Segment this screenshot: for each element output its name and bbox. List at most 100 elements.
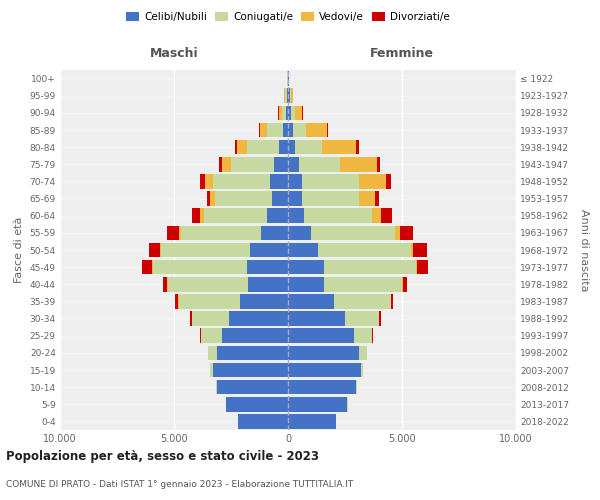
Bar xyxy=(168,277,248,291)
Bar xyxy=(290,88,291,103)
Bar xyxy=(270,174,288,188)
Bar xyxy=(288,346,359,360)
Bar xyxy=(359,174,386,188)
Bar xyxy=(311,226,395,240)
Bar xyxy=(260,226,288,240)
Bar xyxy=(288,226,311,240)
Bar xyxy=(190,312,192,326)
Bar xyxy=(413,242,427,258)
Bar xyxy=(295,106,302,120)
Bar xyxy=(395,226,400,240)
Bar xyxy=(288,328,354,343)
Bar xyxy=(260,122,268,138)
Bar xyxy=(288,157,299,172)
Y-axis label: Fasce di età: Fasce di età xyxy=(14,217,24,283)
Bar xyxy=(181,226,260,240)
Bar xyxy=(288,140,295,154)
Bar xyxy=(288,242,317,258)
Bar xyxy=(302,174,359,188)
Bar xyxy=(377,157,380,172)
Bar xyxy=(374,192,379,206)
Bar xyxy=(208,346,217,360)
Legend: Celibi/Nubili, Coniugati/e, Vedovi/e, Divorziati/e: Celibi/Nubili, Coniugati/e, Vedovi/e, Di… xyxy=(122,8,454,26)
Text: COMUNE DI PRATO - Dati ISTAT 1° gennaio 2023 - Elaborazione TUTTITALIA.IT: COMUNE DI PRATO - Dati ISTAT 1° gennaio … xyxy=(6,480,353,489)
Bar xyxy=(288,208,304,223)
Bar xyxy=(286,106,288,120)
Bar xyxy=(382,208,392,223)
Bar xyxy=(322,140,356,154)
Bar xyxy=(229,312,288,326)
Bar xyxy=(287,88,288,103)
Bar xyxy=(237,140,247,154)
Bar xyxy=(340,157,377,172)
Bar xyxy=(279,106,281,120)
Bar xyxy=(356,380,357,394)
Bar xyxy=(288,260,325,274)
Bar xyxy=(288,397,347,411)
Bar xyxy=(167,226,179,240)
Bar xyxy=(288,192,302,206)
Bar xyxy=(247,260,288,274)
Bar xyxy=(325,260,416,274)
Bar xyxy=(175,294,178,308)
Bar xyxy=(288,122,293,138)
Bar xyxy=(325,277,402,291)
Bar xyxy=(248,277,288,291)
Bar xyxy=(417,260,428,274)
Bar xyxy=(226,397,288,411)
Bar xyxy=(293,122,306,138)
Bar xyxy=(240,294,288,308)
Bar xyxy=(268,208,288,223)
Bar xyxy=(160,242,161,258)
Text: Femmine: Femmine xyxy=(370,46,434,60)
Bar xyxy=(179,226,181,240)
Bar xyxy=(359,346,367,360)
Bar xyxy=(274,157,288,172)
Bar xyxy=(284,88,285,103)
Bar xyxy=(299,157,340,172)
Bar xyxy=(359,192,374,206)
Y-axis label: Anni di nascita: Anni di nascita xyxy=(579,209,589,291)
Bar xyxy=(154,260,247,274)
Bar xyxy=(250,242,288,258)
Bar xyxy=(200,174,205,188)
Bar xyxy=(231,157,274,172)
Bar xyxy=(192,312,229,326)
Bar xyxy=(192,208,200,223)
Bar xyxy=(281,106,286,120)
Bar xyxy=(217,380,288,394)
Bar xyxy=(288,294,334,308)
Bar xyxy=(285,88,287,103)
Bar xyxy=(354,328,373,343)
Bar xyxy=(213,174,270,188)
Bar xyxy=(402,277,403,291)
Bar xyxy=(302,192,359,206)
Text: Maschi: Maschi xyxy=(149,46,199,60)
Bar xyxy=(235,140,236,154)
Bar xyxy=(334,294,391,308)
Bar xyxy=(149,242,160,258)
Bar xyxy=(259,122,260,138)
Bar xyxy=(403,277,407,291)
Bar xyxy=(211,362,213,378)
Bar xyxy=(288,106,291,120)
Bar xyxy=(391,294,394,308)
Bar xyxy=(279,140,288,154)
Bar xyxy=(211,192,215,206)
Bar xyxy=(291,106,295,120)
Bar xyxy=(411,242,413,258)
Bar xyxy=(288,174,302,188)
Bar xyxy=(295,140,322,154)
Bar xyxy=(213,362,288,378)
Text: Popolazione per età, sesso e stato civile - 2023: Popolazione per età, sesso e stato civil… xyxy=(6,450,319,463)
Bar xyxy=(268,122,283,138)
Bar xyxy=(247,140,279,154)
Bar xyxy=(219,157,222,172)
Bar xyxy=(288,277,325,291)
Bar xyxy=(416,260,417,274)
Bar xyxy=(217,346,288,360)
Bar xyxy=(205,174,213,188)
Bar xyxy=(203,208,268,223)
Bar xyxy=(400,226,413,240)
Bar xyxy=(304,208,373,223)
